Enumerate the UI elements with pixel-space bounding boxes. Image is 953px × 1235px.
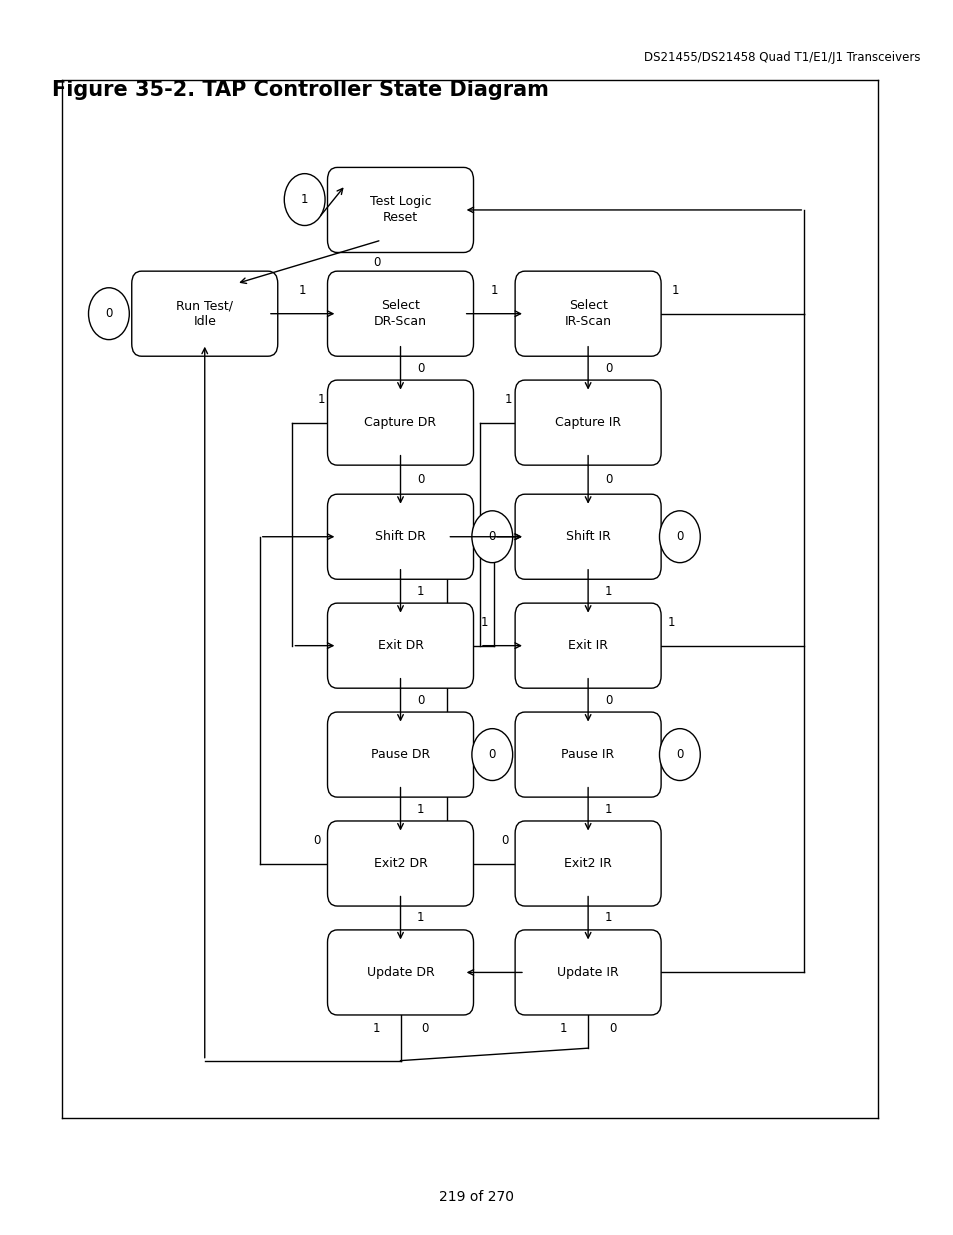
Text: 1: 1 [490, 284, 497, 298]
Text: 0: 0 [500, 834, 508, 847]
FancyBboxPatch shape [132, 272, 277, 356]
Text: Figure 35-2. TAP Controller State Diagram: Figure 35-2. TAP Controller State Diagra… [52, 80, 549, 100]
Text: 1: 1 [416, 584, 424, 598]
Text: 0: 0 [313, 834, 320, 847]
Text: 0: 0 [608, 1021, 616, 1035]
Circle shape [89, 288, 130, 340]
Text: 1: 1 [604, 584, 612, 598]
FancyBboxPatch shape [327, 380, 473, 466]
Text: 1: 1 [300, 193, 308, 206]
FancyBboxPatch shape [327, 821, 473, 906]
Text: 1: 1 [504, 393, 512, 406]
FancyBboxPatch shape [327, 603, 473, 688]
Text: Select
IR-Scan: Select IR-Scan [564, 299, 611, 329]
Text: 1: 1 [604, 803, 612, 815]
Text: Update IR: Update IR [557, 966, 618, 979]
Text: 1: 1 [559, 1021, 567, 1035]
Text: 1: 1 [416, 803, 424, 815]
FancyBboxPatch shape [327, 494, 473, 579]
Text: 1: 1 [671, 284, 679, 298]
Text: 0: 0 [105, 308, 112, 320]
Text: Shift DR: Shift DR [375, 530, 425, 543]
Text: 1: 1 [317, 393, 324, 406]
Text: Run Test/
Idle: Run Test/ Idle [176, 299, 233, 329]
FancyBboxPatch shape [515, 380, 660, 466]
FancyBboxPatch shape [327, 930, 473, 1015]
Text: 219 of 270: 219 of 270 [439, 1191, 514, 1204]
Text: Capture IR: Capture IR [555, 416, 620, 429]
FancyBboxPatch shape [515, 930, 660, 1015]
Text: 0: 0 [421, 1021, 428, 1035]
FancyBboxPatch shape [327, 272, 473, 356]
Text: Exit IR: Exit IR [568, 640, 607, 652]
Text: 1: 1 [298, 284, 306, 298]
Text: Exit2 IR: Exit2 IR [563, 857, 612, 869]
Text: Exit DR: Exit DR [377, 640, 423, 652]
Circle shape [659, 729, 700, 781]
Text: Pause DR: Pause DR [371, 748, 430, 761]
Circle shape [472, 511, 512, 563]
Text: DS21455/DS21458 Quad T1/E1/J1 Transceivers: DS21455/DS21458 Quad T1/E1/J1 Transceive… [643, 51, 920, 64]
Text: 0: 0 [416, 362, 424, 374]
FancyBboxPatch shape [515, 603, 660, 688]
FancyBboxPatch shape [515, 713, 660, 797]
Circle shape [659, 511, 700, 563]
Circle shape [284, 174, 325, 226]
Text: 0: 0 [604, 473, 612, 487]
Text: Exit2 DR: Exit2 DR [374, 857, 427, 869]
FancyBboxPatch shape [327, 713, 473, 797]
Text: 1: 1 [667, 616, 675, 630]
FancyBboxPatch shape [327, 168, 473, 252]
Text: Test Logic
Reset: Test Logic Reset [370, 195, 431, 225]
Text: 1: 1 [416, 911, 424, 925]
Text: Pause IR: Pause IR [561, 748, 614, 761]
Text: 0: 0 [488, 748, 496, 761]
Text: Select
DR-Scan: Select DR-Scan [374, 299, 427, 329]
Text: 0: 0 [416, 473, 424, 487]
Text: 1: 1 [480, 616, 487, 630]
Text: Shift IR: Shift IR [565, 530, 610, 543]
Circle shape [472, 729, 512, 781]
Text: 0: 0 [604, 362, 612, 374]
Text: 0: 0 [373, 257, 380, 269]
FancyBboxPatch shape [515, 494, 660, 579]
Text: 1: 1 [604, 911, 612, 925]
FancyBboxPatch shape [515, 821, 660, 906]
Text: 0: 0 [416, 694, 424, 706]
Text: 0: 0 [604, 694, 612, 706]
Text: 0: 0 [488, 530, 496, 543]
Text: Update DR: Update DR [366, 966, 434, 979]
Text: 0: 0 [676, 530, 683, 543]
Text: Capture DR: Capture DR [364, 416, 436, 429]
Text: 0: 0 [676, 748, 683, 761]
FancyBboxPatch shape [515, 272, 660, 356]
Text: 1: 1 [372, 1021, 379, 1035]
